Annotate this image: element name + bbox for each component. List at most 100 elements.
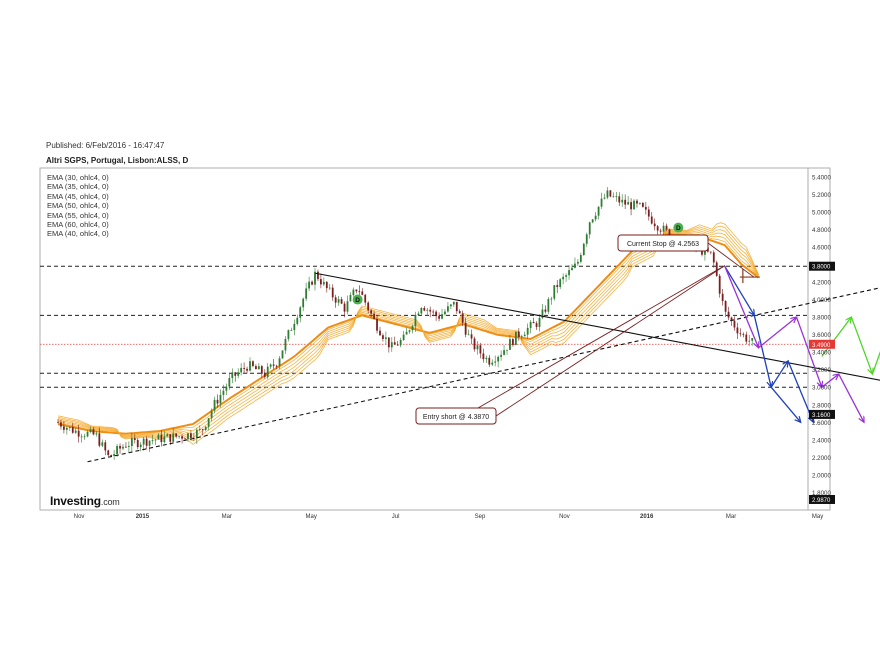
candle-body: [195, 429, 198, 439]
candle-body: [423, 307, 426, 311]
ema-line: [57, 228, 759, 438]
candle-body: [63, 426, 65, 430]
candle-body: [709, 251, 712, 253]
candle-body: [154, 439, 157, 441]
candle-body: [77, 430, 80, 437]
y-tick-label: 2.8000: [812, 402, 831, 409]
solid-trendline: [315, 272, 880, 381]
candle-body: [588, 222, 591, 235]
callouts: Current Stop @ 4.2563 Entry short @ 4.387…: [415, 234, 760, 425]
axis-badge-label: 2.9870: [812, 498, 831, 504]
candle-body: [136, 440, 139, 448]
candle-body: [290, 330, 293, 331]
candle-body: [449, 304, 452, 307]
x-tick-label: Mar: [726, 514, 736, 520]
candle-body: [302, 298, 305, 308]
candle-body: [544, 309, 547, 312]
y-tick-label: 2.0000: [812, 472, 831, 479]
candle-body: [142, 438, 145, 445]
candle-body: [650, 216, 653, 224]
candle-body: [86, 431, 89, 437]
candle-body: [591, 219, 594, 223]
instrument-subtitle: Altri SGPS, Portugal, Lisbon:ALSS, D: [46, 156, 189, 165]
legend-item: EMA (50, ohlc4, 0): [47, 201, 109, 211]
purple-projection: [724, 265, 759, 348]
last-price-label: 3.4900: [812, 343, 831, 349]
candle-body: [384, 337, 387, 339]
dividend-marker: [673, 222, 684, 233]
candle-body: [346, 301, 349, 312]
purple-projection: [821, 374, 839, 388]
candle-body: [503, 350, 505, 355]
candle-body: [139, 444, 142, 448]
candle-body: [432, 311, 435, 313]
y-tick-label: 2.2000: [812, 455, 831, 462]
candle-body: [497, 356, 500, 362]
candle-body: [647, 209, 650, 217]
candle-body: [231, 372, 234, 379]
candle-body: [656, 226, 659, 231]
candle-body: [210, 410, 213, 419]
axis-badge: [809, 261, 835, 271]
candle-body: [444, 311, 446, 315]
candle-body: [311, 281, 313, 285]
candle-body: [89, 429, 92, 432]
blue-projection: [770, 361, 788, 388]
candle-body: [641, 202, 644, 207]
candle-body: [438, 316, 440, 319]
candle-body: [644, 206, 647, 210]
candle-body: [662, 225, 665, 232]
candle-body: [216, 399, 219, 404]
candle-body: [630, 202, 632, 210]
candle-body: [568, 270, 570, 276]
published-timestamp: Published: 6/Feb/2016 - 16:47:47: [46, 141, 165, 150]
legend-item: EMA (30, ohlc4, 0): [47, 173, 109, 182]
y-tick-label: 5.2000: [812, 192, 831, 199]
purple-projection: [838, 373, 864, 422]
candle-body: [745, 334, 748, 342]
candle-body: [627, 202, 630, 205]
candle-body: [393, 342, 396, 345]
candle-body: [476, 345, 479, 350]
candle-body: [396, 344, 399, 346]
candle-body: [535, 323, 538, 327]
entry-short-leader: [495, 265, 726, 417]
axis-badge: [809, 494, 835, 504]
candle-body: [358, 291, 361, 293]
x-tick-label: 2015: [136, 514, 150, 520]
y-tick-label: 3.8000: [812, 315, 831, 322]
candle-body: [160, 434, 163, 443]
candle-body: [263, 373, 266, 377]
candle-body: [107, 450, 110, 456]
candle-body: [659, 230, 662, 232]
y-tick-label: 5.0000: [812, 209, 831, 216]
blue-projection: [753, 315, 771, 387]
candle-body: [305, 288, 308, 299]
candle-body: [379, 330, 381, 336]
purple-projection: [795, 316, 822, 387]
candle-body: [665, 225, 668, 230]
candle-body: [382, 335, 384, 339]
candle-body: [225, 386, 228, 391]
candle-body: [455, 301, 458, 312]
candle-body: [615, 196, 618, 198]
current-stop-leader: [707, 242, 755, 278]
candle-body: [296, 317, 299, 324]
candle-body: [287, 330, 290, 339]
candle-body: [426, 309, 429, 311]
candle-body: [278, 358, 281, 367]
dividend-marker-label: D: [676, 225, 681, 232]
candles: DD: [57, 187, 754, 460]
candle-body: [166, 434, 169, 437]
candle-body: [633, 200, 635, 210]
legend-item: EMA (60, ohlc4, 0): [47, 220, 109, 230]
entry-short-leader-2: [477, 265, 725, 409]
current-stop-label: Current Stop @ 4.2563: [627, 241, 699, 248]
blue-projection: [770, 386, 801, 422]
candle-body: [252, 361, 254, 367]
candle-body: [243, 367, 246, 369]
y-tick-label: 2.4000: [812, 437, 831, 444]
x-tick-label: May: [306, 514, 317, 520]
candle-body: [435, 311, 438, 317]
